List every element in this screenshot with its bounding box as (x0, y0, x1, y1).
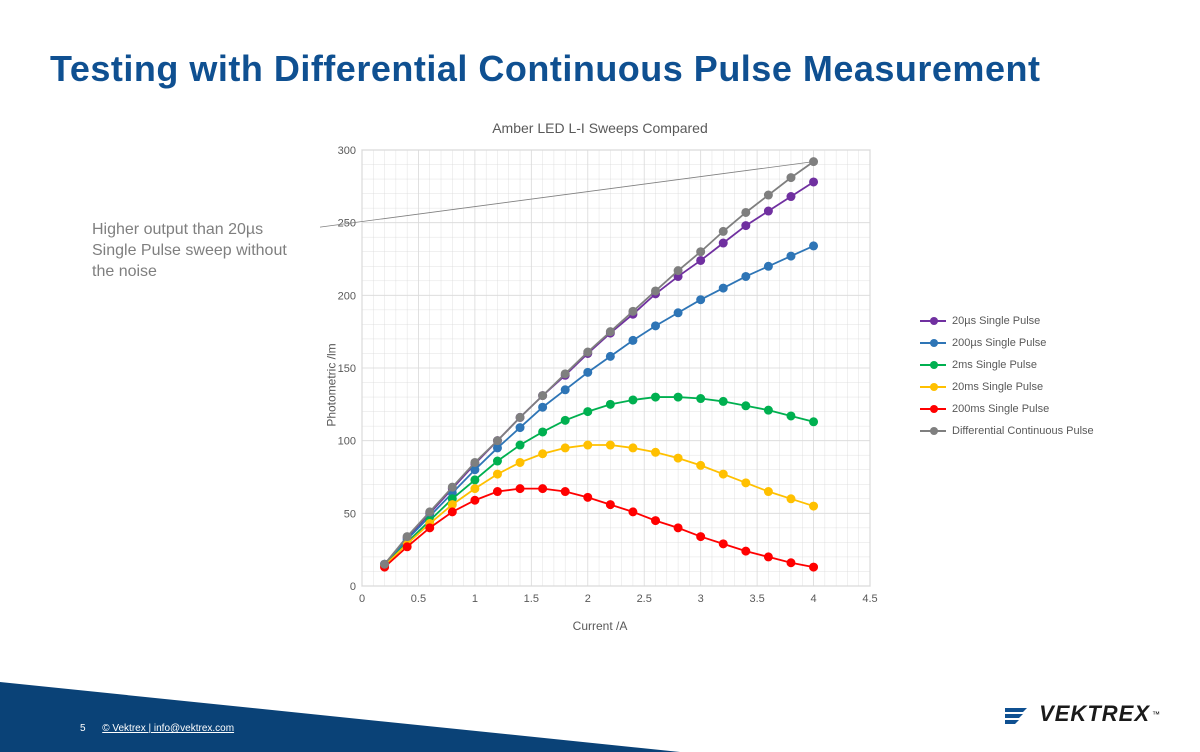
legend-label: 20ms Single Pulse (952, 381, 1043, 393)
svg-text:4.5: 4.5 (862, 593, 877, 605)
logo-text: VEKTREX (1039, 701, 1150, 727)
chart-container: Amber LED L-I Sweeps Compared 0 0.5 1 1.5 2 2… (320, 120, 880, 650)
svg-text:2.5: 2.5 (637, 593, 652, 605)
svg-text:0: 0 (359, 593, 365, 605)
svg-text:1.5: 1.5 (524, 593, 539, 605)
legend-item: 2ms Single Pulse (920, 354, 1094, 376)
svg-text:3: 3 (698, 593, 704, 605)
svg-text:3.5: 3.5 (749, 593, 764, 605)
legend-label: 20µs Single Pulse (952, 315, 1040, 327)
page-number: 5 (80, 723, 86, 734)
slide-title: Testing with Differential Continuous Pul… (50, 48, 1040, 90)
svg-text:200: 200 (338, 290, 356, 302)
footer-copyright: 5 © Vektrex | info@vektrex.com (80, 723, 234, 734)
footer-triangle (0, 682, 680, 752)
legend-item: 20µs Single Pulse (920, 310, 1094, 332)
legend-label: 200ms Single Pulse (952, 403, 1049, 415)
svg-text:100: 100 (338, 436, 356, 448)
legend-item: 200ms Single Pulse (920, 398, 1094, 420)
svg-text:50: 50 (344, 508, 356, 520)
chart-legend: 20µs Single Pulse 200µs Single Pulse 2ms S… (920, 310, 1094, 442)
svg-text:300: 300 (338, 145, 356, 157)
x-axis-label: Current /A (320, 619, 880, 633)
legend-label: 200µs Single Pulse (952, 337, 1046, 349)
legend-item: 20ms Single Pulse (920, 376, 1094, 398)
svg-text:1: 1 (472, 593, 478, 605)
copyright-text: © Vektrex | info@vektrex.com (102, 723, 234, 734)
logo-stripes-icon (1005, 704, 1035, 724)
y-axis-label: Photometric /lm (325, 343, 339, 426)
svg-text:0.5: 0.5 (411, 593, 426, 605)
chart-plot: 00.511.522.533.544.5050100150200250300 (320, 142, 880, 617)
legend-item: 200µs Single Pulse (920, 332, 1094, 354)
legend-label: 2ms Single Pulse (952, 359, 1037, 371)
chart-title: Amber LED L-I Sweeps Compared (320, 120, 880, 136)
logo-tm: ™ (1152, 710, 1160, 719)
svg-text:150: 150 (338, 363, 356, 375)
annotation-text: Higher output than 20µs Single Pulse swe… (92, 220, 312, 282)
legend-item: Differential Continuous Pulse (920, 420, 1094, 442)
slide: Testing with Differential Continuous Pul… (0, 0, 1200, 752)
legend-label: Differential Continuous Pulse (952, 425, 1094, 437)
vektrex-logo: VEKTREX ™ (1005, 701, 1160, 727)
svg-text:0: 0 (350, 581, 356, 593)
svg-text:2: 2 (585, 593, 591, 605)
svg-text:4: 4 (810, 593, 816, 605)
